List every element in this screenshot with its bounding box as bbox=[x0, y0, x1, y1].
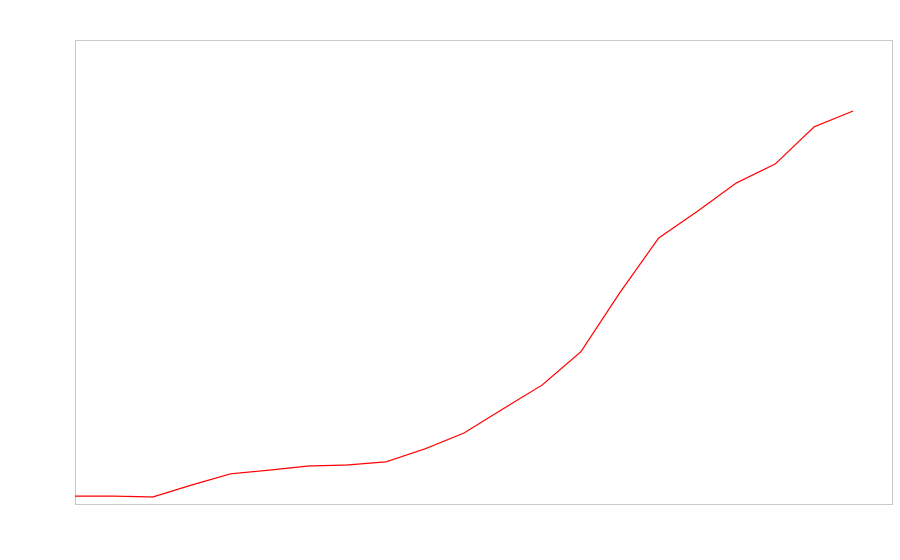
plot-frame bbox=[75, 40, 893, 505]
data-line bbox=[75, 110, 854, 498]
